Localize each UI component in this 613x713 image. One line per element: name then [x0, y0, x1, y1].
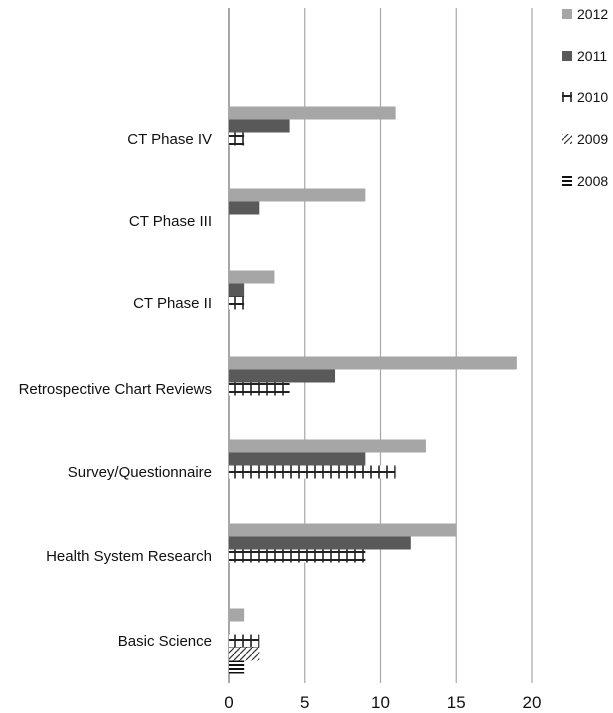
category-labels: Basic Science Health System Research Surve…	[19, 131, 212, 650]
bar-basic-science-2008	[229, 660, 245, 674]
bar-retrospective-chart-reviews-2011	[229, 369, 336, 383]
bar-ct-phase-ii-2011	[229, 283, 245, 297]
bar-basic-science-2012	[229, 608, 245, 622]
bar-basic-science-2010	[229, 634, 260, 648]
bar-ct-phase-ii-2012	[229, 270, 275, 284]
legend-label-2011: 2011	[577, 48, 607, 64]
legend: 2012 2011 2010 2009 2008	[562, 6, 608, 189]
x-tick-label-20: 20	[523, 693, 542, 712]
legend-swatch-2011	[562, 51, 572, 61]
bar-basic-science-2009	[229, 647, 260, 661]
bar-health-system-research-2012	[229, 523, 457, 537]
bar-retrospective-chart-reviews-2012	[229, 356, 517, 370]
category-label-basic-science: Basic Science	[118, 633, 212, 650]
category-label-health-system-research: Health System Research	[46, 548, 212, 565]
legend-swatch-2008	[562, 176, 572, 186]
category-label-ct-phase-iv: CT Phase IV	[127, 131, 212, 148]
category-label-ct-phase-ii: CT Phase II	[133, 295, 212, 312]
bar-survey-questionnaire-2012	[229, 439, 426, 453]
x-tick-label-15: 15	[447, 693, 466, 712]
x-tick-label-5: 5	[300, 693, 309, 712]
x-tick-labels: 0 5 10 15 20	[224, 693, 541, 712]
x-tick-label-0: 0	[224, 693, 233, 712]
bar-health-system-research-2011	[229, 536, 411, 550]
bar-ct-phase-iii-2011	[229, 201, 260, 215]
legend-swatch-2009	[562, 134, 572, 144]
bar-health-system-research-2010	[229, 549, 366, 563]
bar-ct-phase-iii-2012	[229, 188, 366, 202]
x-tick-label-10: 10	[371, 693, 390, 712]
bar-ct-phase-iv-2011	[229, 119, 290, 133]
bar-survey-questionnaire-2010	[229, 465, 396, 479]
bar-ct-phase-ii-2010	[229, 296, 245, 310]
legend-label-2012: 2012	[577, 6, 608, 22]
category-label-survey-questionnaire: Survey/Questionnaire	[68, 464, 212, 481]
legend-label-2008: 2008	[577, 173, 608, 189]
bar-retrospective-chart-reviews-2010	[229, 382, 290, 396]
gridlines	[228, 8, 533, 683]
legend-swatch-2010	[562, 92, 572, 102]
bars	[229, 106, 517, 674]
bar-ct-phase-iv-2012	[229, 106, 396, 120]
legend-swatch-2012	[562, 9, 572, 19]
category-label-ct-phase-iii: CT Phase III	[129, 213, 212, 230]
bar-ct-phase-iv-2010	[229, 132, 245, 146]
category-label-retrospective-chart-reviews: Retrospective Chart Reviews	[19, 381, 212, 398]
bar-survey-questionnaire-2011	[229, 452, 366, 466]
legend-label-2010: 2010	[577, 89, 608, 105]
legend-label-2009: 2009	[577, 131, 608, 147]
